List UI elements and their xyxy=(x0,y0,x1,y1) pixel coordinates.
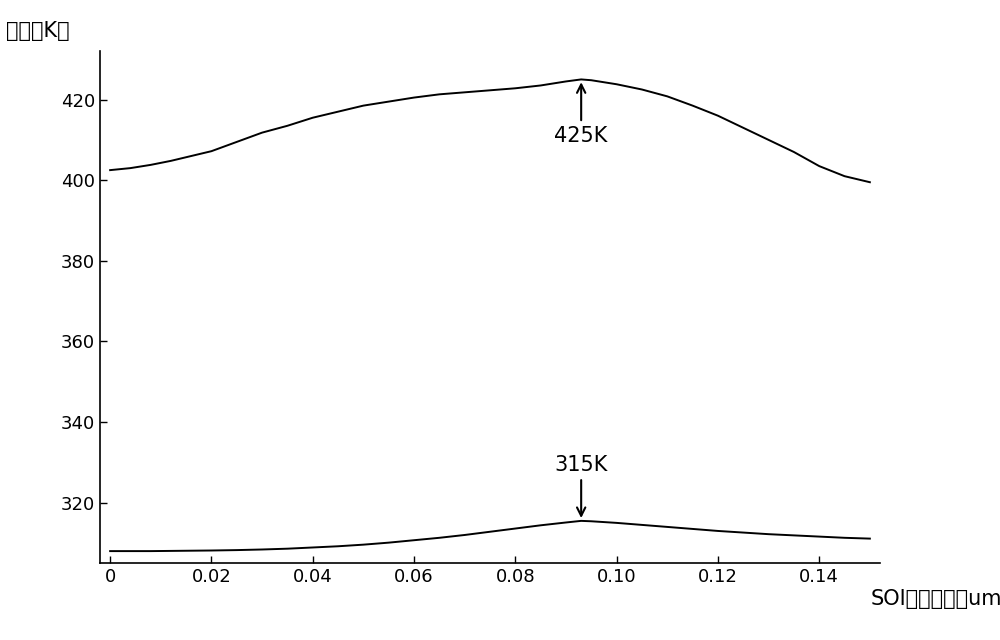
Text: 315K: 315K xyxy=(554,454,608,516)
Text: 425K: 425K xyxy=(554,84,608,146)
Y-axis label: 温度（K）: 温度（K） xyxy=(6,21,69,41)
X-axis label: SOI结构长度（um）: SOI结构长度（um） xyxy=(870,589,1000,609)
